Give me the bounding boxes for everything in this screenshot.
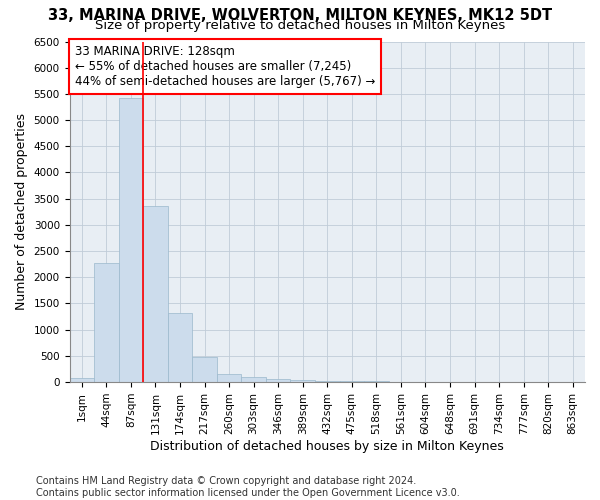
Text: Contains HM Land Registry data © Crown copyright and database right 2024.
Contai: Contains HM Land Registry data © Crown c… <box>36 476 460 498</box>
Text: Size of property relative to detached houses in Milton Keynes: Size of property relative to detached ho… <box>95 19 505 32</box>
Bar <box>70 378 94 382</box>
Bar <box>217 374 241 382</box>
Bar <box>290 380 315 382</box>
X-axis label: Distribution of detached houses by size in Milton Keynes: Distribution of detached houses by size … <box>151 440 504 452</box>
Bar <box>241 378 266 382</box>
Bar <box>143 206 168 382</box>
Y-axis label: Number of detached properties: Number of detached properties <box>15 114 28 310</box>
Bar <box>192 357 217 382</box>
Bar <box>168 314 192 382</box>
Bar <box>266 379 290 382</box>
Bar <box>315 380 340 382</box>
Bar <box>94 262 119 382</box>
Bar <box>119 98 143 382</box>
Text: 33 MARINA DRIVE: 128sqm
← 55% of detached houses are smaller (7,245)
44% of semi: 33 MARINA DRIVE: 128sqm ← 55% of detache… <box>74 45 375 88</box>
Text: 33, MARINA DRIVE, WOLVERTON, MILTON KEYNES, MK12 5DT: 33, MARINA DRIVE, WOLVERTON, MILTON KEYN… <box>48 8 552 22</box>
Bar <box>340 381 364 382</box>
